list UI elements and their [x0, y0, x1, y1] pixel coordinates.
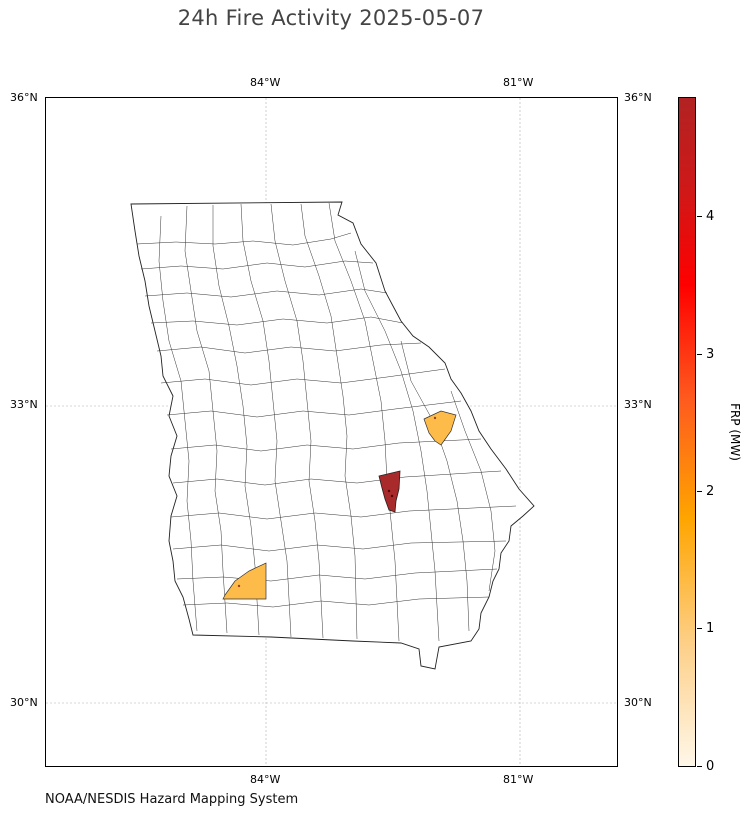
colorbar-tick-0	[697, 766, 702, 767]
data-credit: NOAA/NESDIS Hazard Mapping System	[45, 792, 299, 807]
tick-right-36n: 36°N	[624, 91, 652, 104]
tick-top-84w: 84°W	[250, 76, 281, 89]
map-frame[interactable]	[45, 97, 618, 767]
colorbar-label-3: 3	[706, 347, 715, 362]
map-title: 24h Fire Activity 2025-05-07	[177, 6, 485, 30]
tick-left-30n: 30°N	[10, 696, 38, 709]
fire-point-south-central-2	[390, 494, 394, 498]
tick-left-33n: 33°N	[10, 398, 38, 411]
tick-right-33n: 33°N	[624, 398, 652, 411]
colorbar-tick-3	[697, 354, 702, 355]
fire-point-south-central-1	[387, 489, 391, 493]
tick-bottom-81w: 81°W	[503, 773, 534, 786]
tick-top-81w: 81°W	[503, 76, 534, 89]
colorbar-tick-2	[697, 491, 702, 492]
gridlines	[46, 98, 617, 766]
georgia-state-outline	[130, 201, 535, 670]
fire-point-east-central	[433, 416, 437, 420]
tick-left-36n: 36°N	[10, 91, 38, 104]
fire-point-southwest	[237, 584, 241, 588]
frp-colorbar	[678, 97, 696, 767]
tick-right-30n: 30°N	[624, 696, 652, 709]
county-boundaries	[136, 202, 517, 642]
colorbar-label-1: 1	[706, 621, 715, 636]
tick-bottom-84w: 84°W	[250, 773, 281, 786]
fire-county-southwest[interactable]	[222, 562, 267, 600]
colorbar-tick-1	[697, 628, 702, 629]
colorbar-label-4: 4	[706, 209, 715, 224]
map-canvas	[46, 98, 617, 766]
colorbar-title: FRP (MW)	[728, 403, 742, 461]
colorbar-label-0: 0	[706, 759, 715, 774]
fire-county-east-central[interactable]	[423, 410, 457, 446]
colorbar-label-2: 2	[706, 484, 715, 499]
colorbar-tick-4	[697, 216, 702, 217]
